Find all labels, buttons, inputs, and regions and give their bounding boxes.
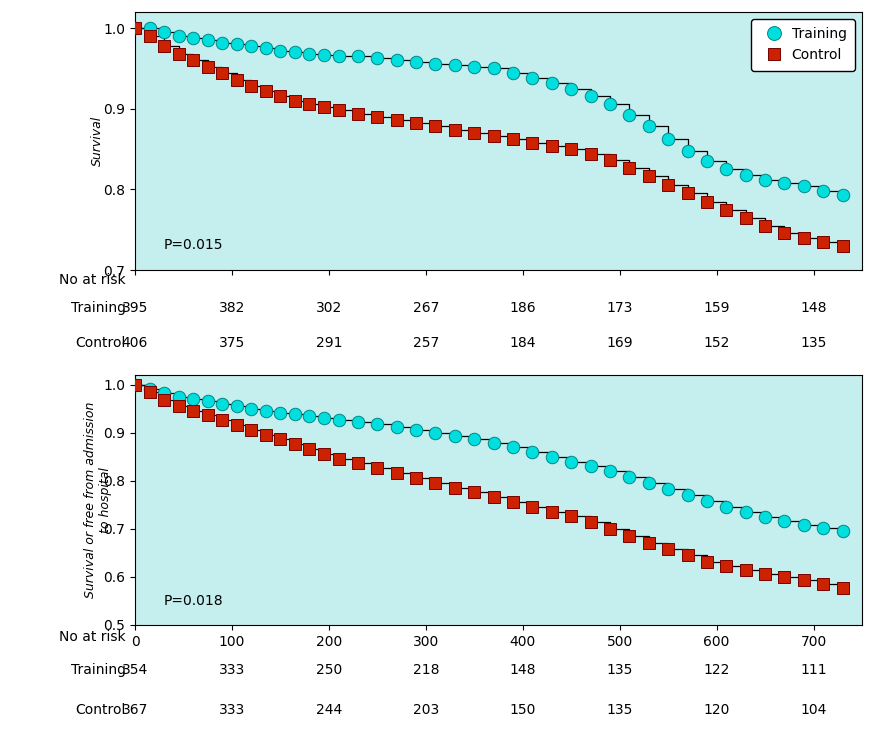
Text: 111: 111 (800, 663, 827, 677)
Text: 267: 267 (413, 301, 439, 315)
Text: 333: 333 (219, 703, 245, 717)
Text: 184: 184 (509, 337, 536, 351)
Text: Training: Training (71, 301, 126, 315)
Text: Control: Control (76, 337, 126, 351)
Text: 302: 302 (316, 301, 342, 315)
Text: 218: 218 (412, 663, 439, 677)
Text: 148: 148 (800, 301, 827, 315)
Text: 150: 150 (509, 703, 536, 717)
Text: 120: 120 (704, 703, 730, 717)
Text: 169: 169 (607, 337, 633, 351)
Text: Control: Control (76, 703, 126, 717)
Text: 375: 375 (219, 337, 245, 351)
Text: No at risk: No at risk (60, 272, 126, 286)
Text: 257: 257 (413, 337, 439, 351)
Text: 382: 382 (219, 301, 245, 315)
Text: No at risk: No at risk (60, 630, 126, 644)
Text: 122: 122 (704, 663, 730, 677)
Text: 135: 135 (607, 703, 632, 717)
Text: Training: Training (71, 663, 126, 677)
Text: 244: 244 (316, 703, 342, 717)
Text: 135: 135 (607, 663, 632, 677)
Text: 395: 395 (122, 301, 148, 315)
Text: 367: 367 (122, 703, 148, 717)
Text: 203: 203 (413, 703, 439, 717)
Text: 148: 148 (509, 663, 536, 677)
Text: 250: 250 (316, 663, 342, 677)
Text: 159: 159 (704, 301, 730, 315)
Text: 104: 104 (800, 703, 827, 717)
Text: 186: 186 (509, 301, 536, 315)
Text: P=0.018: P=0.018 (164, 594, 224, 608)
Text: 406: 406 (122, 337, 148, 351)
Text: 354: 354 (122, 663, 148, 677)
Text: 152: 152 (704, 337, 730, 351)
Text: 333: 333 (219, 663, 245, 677)
Y-axis label: Survival: Survival (91, 116, 104, 166)
Text: 173: 173 (607, 301, 632, 315)
Text: P=0.015: P=0.015 (164, 238, 224, 252)
Text: 135: 135 (800, 337, 827, 351)
Legend: Training, Control: Training, Control (751, 19, 855, 71)
Y-axis label: Survival or free from admission
to hospital: Survival or free from admission to hospi… (84, 401, 112, 599)
Text: 291: 291 (316, 337, 343, 351)
